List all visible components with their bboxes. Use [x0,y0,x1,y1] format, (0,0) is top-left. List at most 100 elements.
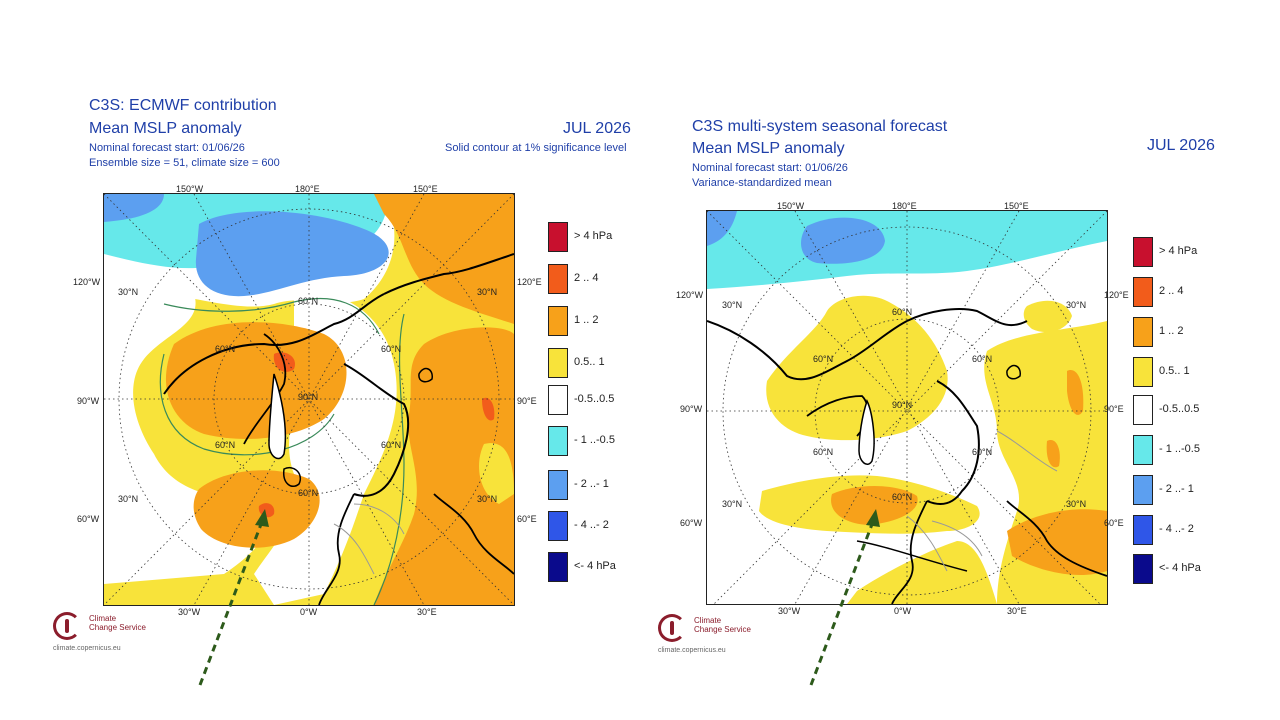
left-legend-swatch [548,264,568,294]
right-legend-swatch [1133,277,1153,307]
left-label-lat60-f: 60°N [298,488,319,498]
right-label-lat60-d: 60°N [813,447,834,457]
right-panel: C3S multi-system seasonal forecast Mean … [640,0,1280,720]
left-legend-swatch [548,348,568,378]
right-legend-swatch [1133,435,1153,465]
left-logo: Climate Change Service climate.copernicu… [53,612,193,656]
left-label-0: 0°W [300,607,318,617]
right-legend-label: 2 .. 4 [1159,285,1184,297]
right-logo-line1: Climate [694,616,722,625]
left-legend: > 4 hPa 2 .. 4 1 .. 2 0.5.. 1 -0.5..0.5 … [548,222,640,592]
left-legend-label: - 2 ..- 1 [574,478,609,490]
left-logo-line2: Change Service [89,623,146,632]
left-label-150w: 150°W [176,184,204,194]
right-label-120w: 120°W [676,290,704,300]
left-label-lat90: 90°N [298,392,319,402]
right-logo-url: climate.copernicus.eu [658,647,726,654]
right-label-lat60-a: 60°N [892,307,913,317]
left-label-lat60-e: 60°N [381,440,402,450]
right-legend-swatch [1133,515,1153,545]
left-significance-note: Solid contour at 1% significance level [445,142,627,154]
right-label-30e: 30°E [1007,606,1027,616]
right-legend-swatch [1133,554,1153,584]
right-legend-label: 1 .. 2 [1159,325,1184,337]
right-legend-item: - 1 ..-0.5 [1133,435,1233,465]
right-label-lat60-c: 60°N [972,354,993,364]
left-legend-item: -0.5..0.5 [548,385,648,415]
left-legend-item: - 1 ..-0.5 [548,426,648,456]
left-legend-swatch [548,222,568,252]
right-legend-item: 1 .. 2 [1133,317,1233,347]
right-legend-swatch [1133,357,1153,387]
left-title-2: Mean MSLP anomaly [89,120,242,137]
right-label-60w: 60°W [680,518,703,528]
right-month: JUL 2026 [1147,137,1215,154]
left-label-lat60-a: 60°N [298,296,319,306]
right-legend-item: 0.5.. 1 [1133,357,1233,387]
right-legend-item: - 4 ..- 2 [1133,515,1233,545]
right-label-150e: 150°E [1004,201,1029,211]
right-label-lat90: 90°N [892,400,913,410]
left-legend-label: - 4 ..- 2 [574,519,609,531]
left-legend-item: <- 4 hPa [548,552,648,582]
left-ensemble-size: Ensemble size = 51, climate size = 600 [89,157,280,169]
right-legend-label: 0.5.. 1 [1159,365,1190,377]
right-dashed-arrow [809,509,880,686]
left-panel: C3S: ECMWF contribution Mean MSLP anomal… [53,97,640,686]
right-legend-label: - 2 ..- 1 [1159,483,1194,495]
left-legend-label: 0.5.. 1 [574,356,605,368]
right-legend-item: - 2 ..- 1 [1133,475,1233,505]
right-forecast-start: Nominal forecast start: 01/06/26 [692,162,848,174]
left-thermometer-logo-icon [53,612,81,640]
left-legend-label: - 1 ..-0.5 [574,434,615,446]
right-legend-swatch [1133,317,1153,347]
left-map [103,193,515,606]
left-legend-label: <- 4 hPa [574,560,616,572]
left-label-lat30-c: 30°N [118,494,139,504]
right-logo-line2: Change Service [694,625,751,634]
right-map [706,210,1108,605]
left-legend-swatch [548,385,568,415]
right-legend-label: <- 4 hPa [1159,562,1201,574]
left-legend-swatch [548,426,568,456]
left-logo-line1: Climate [89,614,117,623]
right-label-180: 180°E [892,201,917,211]
left-legend-swatch [548,552,568,582]
right-label-lat30-d: 30°N [1066,499,1087,509]
right-label-120e: 120°E [1104,290,1129,300]
right-thermometer-logo-icon [658,614,686,642]
right-legend-item: 2 .. 4 [1133,277,1233,307]
right-label-lat30-b: 30°N [1066,300,1087,310]
right-legend: > 4 hPa 2 .. 4 1 .. 2 0.5.. 1 -0.5..0.5 … [1133,237,1243,587]
right-title-1: C3S multi-system seasonal forecast [692,118,948,135]
left-legend-item: > 4 hPa [548,222,648,252]
right-label-60e: 60°E [1104,518,1124,528]
left-legend-item: 0.5.. 1 [548,348,648,378]
right-thermometer-bar-icon [670,621,674,635]
left-legend-label: > 4 hPa [574,230,613,242]
right-legend-swatch [1133,475,1153,505]
right-label-lat30-c: 30°N [722,499,743,509]
left-label-lat30-d: 30°N [477,494,498,504]
left-legend-swatch [548,306,568,336]
right-legend-label: - 1 ..-0.5 [1159,443,1200,455]
left-dashed-arrow [198,509,269,686]
right-legend-item: > 4 hPa [1133,237,1233,267]
left-label-90w: 90°W [77,396,100,406]
left-legend-swatch [548,511,568,541]
right-legend-label: > 4 hPa [1159,245,1198,257]
left-month: JUL 2026 [563,120,631,137]
left-label-lat30-b: 30°N [477,287,498,297]
left-label-lat60-d: 60°N [215,440,236,450]
right-legend-item: -0.5..0.5 [1133,395,1233,425]
left-legend-label: 1 .. 2 [574,314,599,326]
left-label-120w: 120°W [73,277,101,287]
left-label-180: 180°E [295,184,320,194]
right-label-lat30-a: 30°N [722,300,743,310]
left-label-120e: 120°E [517,277,542,287]
left-legend-item: 1 .. 2 [548,306,648,336]
right-legend-swatch [1133,237,1153,267]
left-title-1: C3S: ECMWF contribution [89,97,277,114]
left-label-lat30-a: 30°N [118,287,139,297]
right-label-lat60-e: 60°N [972,447,993,457]
